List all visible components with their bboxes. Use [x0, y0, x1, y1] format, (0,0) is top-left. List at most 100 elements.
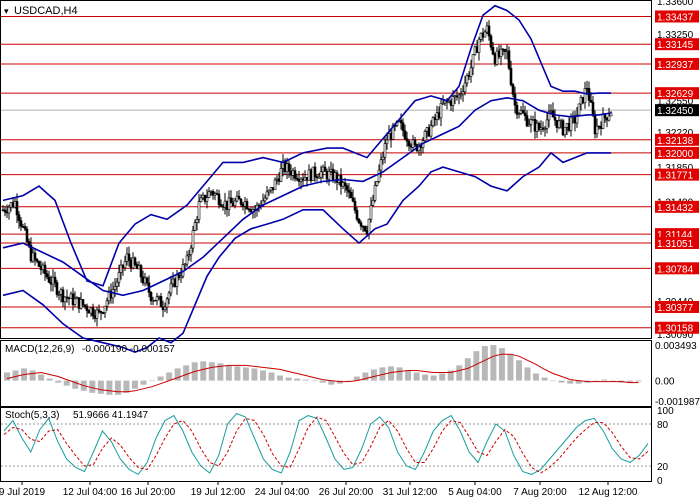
- bear-candle: [221, 206, 225, 208]
- macd-bar: [498, 348, 505, 381]
- level-tag: [655, 146, 699, 159]
- level-tag-label: 1.31144: [657, 230, 693, 241]
- bull-candle: [379, 159, 383, 171]
- bear-candle: [339, 175, 343, 187]
- bear-candle: [149, 292, 153, 302]
- bull-candle: [137, 265, 141, 270]
- bull-candle: [103, 305, 107, 313]
- bull-candle: [375, 181, 379, 186]
- x-axis-label: 12 Aug 12:00: [579, 487, 638, 498]
- bull-candle: [205, 197, 209, 202]
- bull-candle: [13, 201, 17, 208]
- macd-bar: [225, 365, 232, 381]
- bear-candle: [177, 274, 181, 278]
- bull-candle: [171, 278, 175, 285]
- bull-candle: [459, 93, 463, 96]
- level-tag-label: 1.32629: [657, 89, 694, 100]
- bear-candle: [67, 297, 71, 300]
- bull-candle: [151, 299, 155, 302]
- bull-candle: [187, 254, 191, 257]
- bull-candle: [265, 191, 269, 199]
- bear-candle: [97, 309, 101, 312]
- stoch-values: 51.9666 41.1947: [73, 410, 149, 421]
- bull-candle: [319, 171, 323, 178]
- bull-candle: [235, 195, 239, 202]
- macd-bar: [413, 372, 420, 381]
- level-tag: [655, 321, 699, 334]
- bull-candle: [373, 185, 377, 201]
- bear-candle: [295, 177, 299, 180]
- bull-candle: [197, 201, 201, 220]
- bull-candle: [563, 127, 567, 136]
- macd-bar: [473, 351, 480, 381]
- price-chart-title: USDCAD,H4: [14, 5, 78, 17]
- bull-candle: [463, 82, 467, 93]
- macd-bar: [516, 360, 522, 381]
- bear-candle: [17, 214, 21, 221]
- stoch-signal-line: [3, 416, 649, 474]
- bull-candle: [263, 197, 267, 202]
- bull-candle: [367, 218, 371, 235]
- bollinger-middle-band: [2, 96, 612, 297]
- bull-candle: [469, 67, 473, 77]
- bull-candle: [227, 197, 231, 210]
- macd-bar: [285, 377, 292, 381]
- bear-candle: [403, 130, 407, 139]
- macd-bar: [558, 380, 565, 383]
- macd-bar: [208, 362, 215, 381]
- macd-axis-label: 0.003493: [655, 341, 697, 352]
- bull-candle: [383, 143, 387, 158]
- macd-axis-label: 0.00: [655, 377, 675, 388]
- macd-bar: [635, 380, 642, 382]
- level-tag-label: 1.32138: [657, 136, 694, 147]
- bear-candle: [245, 201, 249, 210]
- bear-candle: [133, 257, 137, 265]
- bear-candle: [23, 226, 27, 230]
- bear-candle: [5, 211, 9, 214]
- macd-bar: [550, 380, 557, 382]
- bull-candle: [199, 197, 203, 203]
- bull-candle: [451, 96, 455, 106]
- macd-bar: [601, 379, 608, 381]
- bear-candle: [173, 278, 177, 287]
- level-tag-label: 1.30377: [657, 303, 694, 314]
- bull-candle: [213, 193, 217, 196]
- bull-candle: [125, 253, 129, 262]
- level-tag-label: 1.33437: [657, 12, 694, 23]
- bear-candle: [211, 191, 215, 196]
- bull-candle: [273, 179, 277, 191]
- macd-bar: [234, 366, 241, 381]
- bear-candle: [225, 200, 229, 210]
- macd-axis-label: -0.001987: [655, 397, 700, 408]
- bear-candle: [399, 120, 403, 124]
- macd-bar: [447, 370, 454, 381]
- level-tag-label: 1.32000: [657, 149, 694, 160]
- bull-candle: [461, 91, 465, 95]
- bear-candle: [77, 297, 81, 309]
- level-tag: [655, 262, 699, 275]
- macd-signal-line: [6, 353, 639, 393]
- level-tag: [655, 38, 699, 51]
- bull-candle: [209, 191, 213, 193]
- bear-candle: [359, 222, 363, 227]
- bear-candle: [313, 166, 317, 177]
- bull-candle: [595, 125, 599, 135]
- bear-candle: [239, 198, 243, 205]
- bull-candle: [207, 191, 211, 198]
- bollinger-lower-band: [2, 151, 611, 354]
- macd-bar: [55, 380, 62, 383]
- bull-candle: [157, 295, 161, 298]
- level-tag-label: 1.31051: [657, 239, 694, 250]
- bear-candle: [15, 201, 19, 216]
- bear-candle: [589, 99, 593, 103]
- macd-bar: [183, 365, 190, 381]
- bear-candle: [139, 265, 143, 278]
- bull-candle: [465, 75, 469, 84]
- bear-candle: [237, 195, 241, 200]
- bull-candle: [63, 296, 67, 303]
- price-axis-label: 1.33600: [657, 0, 694, 8]
- bull-candle: [575, 114, 579, 124]
- bear-candle: [537, 122, 541, 131]
- bull-candle: [439, 102, 443, 119]
